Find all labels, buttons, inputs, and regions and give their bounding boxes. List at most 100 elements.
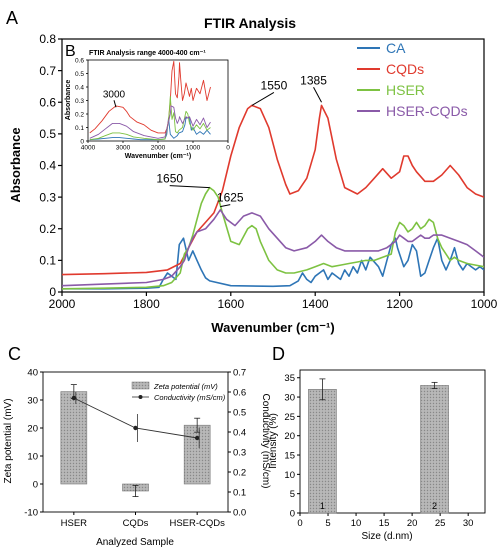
size-bar-1 bbox=[308, 389, 337, 514]
chart-a-xtick-label: 1800 bbox=[133, 297, 160, 311]
series-line-hser bbox=[89, 95, 211, 141]
chart-a-xtick-label: 1400 bbox=[302, 297, 329, 311]
series-line-hser bbox=[62, 186, 484, 290]
annotation-label: 1625 bbox=[217, 191, 244, 205]
chart-b-ylabel: Absorbance bbox=[65, 80, 72, 121]
size-distribution-chart: Intensity (%) Size (d.nm) 0 5 10 15 20 25 30 0 5… bbox=[268, 369, 486, 542]
chart-b-ytick-label: 0.6 bbox=[75, 57, 84, 64]
annotation-pointer bbox=[313, 87, 322, 103]
chart-a-xtick-label: 1200 bbox=[386, 297, 413, 311]
annotation-label: 1650 bbox=[156, 172, 183, 186]
panel-label-d: D bbox=[272, 344, 285, 364]
chart-a-ytick-label: 0.2 bbox=[39, 222, 56, 236]
chart-c-xlabel: Analyzed Sample bbox=[96, 537, 174, 548]
chart-b-ytick-label: 0.1 bbox=[75, 125, 84, 132]
series-line-ca bbox=[89, 117, 211, 141]
annotation-pointer bbox=[220, 204, 231, 208]
chart-d-xtick-label: 5 bbox=[325, 518, 330, 529]
chart-c-ytick-label: -10 bbox=[24, 508, 38, 519]
chart-c-y2tick-label: 0.2 bbox=[233, 468, 246, 479]
chart-a-xtick-label: 1000 bbox=[471, 297, 498, 311]
chart-c-y2tick-label: 0.6 bbox=[233, 388, 246, 399]
size-bar-2 bbox=[420, 385, 449, 514]
legend-marker-conductivity bbox=[138, 395, 143, 399]
chart-d-ytick-label: 20 bbox=[284, 431, 295, 442]
chart-a-ytick-label: 0.8 bbox=[39, 32, 56, 46]
chart-b-ytick-label: 0.5 bbox=[75, 71, 84, 78]
chart-a-title: FTIR Analysis bbox=[204, 15, 296, 31]
series-line-hser-cqds bbox=[62, 209, 484, 287]
chart-b-xtick-label: 2000 bbox=[151, 145, 166, 152]
legend-label-zeta: Zeta potential (mV) bbox=[153, 382, 218, 391]
chart-a-ytick-label: 0.5 bbox=[39, 127, 56, 141]
chart-d-frame bbox=[299, 369, 486, 514]
zeta-bar-hser bbox=[60, 391, 88, 485]
legend-label-hser: HSER bbox=[386, 82, 425, 98]
chart-d-ytick-label: 35 bbox=[284, 373, 295, 384]
chart-d-xlabel: Size (d.nm) bbox=[361, 531, 412, 542]
annotation-pointer bbox=[251, 91, 275, 106]
series-line-cqds bbox=[89, 60, 211, 134]
annotation-pointer bbox=[113, 100, 117, 108]
legend-label-ca: CA bbox=[386, 40, 406, 56]
chart-d-xtick-label: 30 bbox=[463, 518, 474, 529]
chart-b-xtick-label: 3000 bbox=[116, 145, 131, 152]
zeta-bar-hser-cqds bbox=[183, 424, 211, 485]
chart-a-ytick-label: 0.1 bbox=[39, 254, 56, 268]
annotation-label: 3000 bbox=[103, 89, 126, 100]
chart-a-ylabel: Absorbance bbox=[8, 127, 23, 202]
chart-c-y2label: Conductivity (mS/cm) bbox=[260, 393, 271, 488]
chart-d-ytick-label: 30 bbox=[284, 393, 295, 404]
chart-d-ytick-label: 10 bbox=[284, 470, 295, 481]
chart-b-ytick-label: 0.4 bbox=[75, 84, 84, 91]
chart-a-xlabel: Wavenumber (cm⁻¹) bbox=[211, 320, 334, 335]
chart-a-ytick-label: 0.4 bbox=[39, 159, 56, 173]
chart-d-ytick-label: 15 bbox=[284, 451, 295, 462]
series-line-ca bbox=[62, 237, 484, 290]
zeta-conductivity-chart: Zeta potential (mV) Conductivity (mS/cm)… bbox=[3, 368, 271, 549]
chart-c-ytick-label: 10 bbox=[27, 452, 38, 463]
chart-c-y2tick-label: 0.5 bbox=[233, 408, 246, 419]
annotation-label: 1550 bbox=[261, 78, 288, 92]
chart-a-ytick-label: 0.6 bbox=[39, 95, 56, 109]
inset-background bbox=[88, 60, 228, 141]
legend-label-hser-cqds: HSER-CQDs bbox=[386, 103, 468, 119]
chart-a-xtick-label: 1600 bbox=[217, 297, 244, 311]
chart-c-category-label: HSER bbox=[61, 518, 88, 529]
chart-d-ytick-label: 25 bbox=[284, 412, 295, 423]
chart-c-ytick-label: 20 bbox=[27, 424, 38, 435]
chart-d-xtick-label: 10 bbox=[351, 518, 362, 529]
size-bar-label: 2 bbox=[432, 501, 437, 511]
legend-swatch-zeta bbox=[131, 381, 150, 390]
annotation-pointer bbox=[169, 185, 210, 189]
chart-b-xlabel: Wavenumber (cm⁻¹) bbox=[125, 153, 191, 160]
chart-d-ytick-label: 5 bbox=[290, 489, 295, 500]
series-line-hser-cqds bbox=[89, 105, 211, 139]
panel-label-b: B bbox=[65, 43, 76, 60]
annotation-label: 1385 bbox=[300, 73, 327, 87]
chart-c-ytick-label: 0 bbox=[33, 480, 38, 491]
panel-label-a: A bbox=[6, 8, 18, 28]
chart-b-xtick-label: 1000 bbox=[186, 145, 201, 152]
chart-c-y2tick-label: 0.3 bbox=[233, 448, 246, 459]
chart-b-title: FTIR Analysis range 4000-400 cm⁻¹ bbox=[89, 50, 206, 57]
panel-label-c: C bbox=[8, 344, 21, 364]
conductivity-point bbox=[194, 435, 200, 441]
chart-c-category-label: HSER-CQDs bbox=[169, 518, 225, 529]
chart-c-ytick-label: 40 bbox=[27, 368, 38, 379]
chart-c-ylabel: Zeta potential (mV) bbox=[3, 398, 14, 483]
chart-c-y2tick-label: 0.0 bbox=[233, 508, 246, 519]
conductivity-point bbox=[71, 395, 77, 401]
chart-b-xtick-label: 4000 bbox=[81, 145, 96, 152]
chart-d-xtick-label: 20 bbox=[407, 518, 418, 529]
ftir-inset-chart: FTIR Analysis range 4000-400 cm⁻¹ Absorb… bbox=[65, 50, 230, 160]
chart-d-ylabel: Intensity (%) bbox=[268, 413, 279, 469]
chart-a-ytick-label: 0 bbox=[49, 285, 56, 299]
size-bar-label: 1 bbox=[320, 501, 325, 511]
chart-c-y2tick-label: 0.1 bbox=[233, 488, 246, 499]
chart-a-xtick-label: 2000 bbox=[49, 297, 76, 311]
chart-d-xtick-label: 15 bbox=[379, 518, 390, 529]
chart-a-ytick-label: 0.7 bbox=[39, 64, 56, 78]
chart-a-ytick-label: 0.3 bbox=[39, 190, 56, 204]
